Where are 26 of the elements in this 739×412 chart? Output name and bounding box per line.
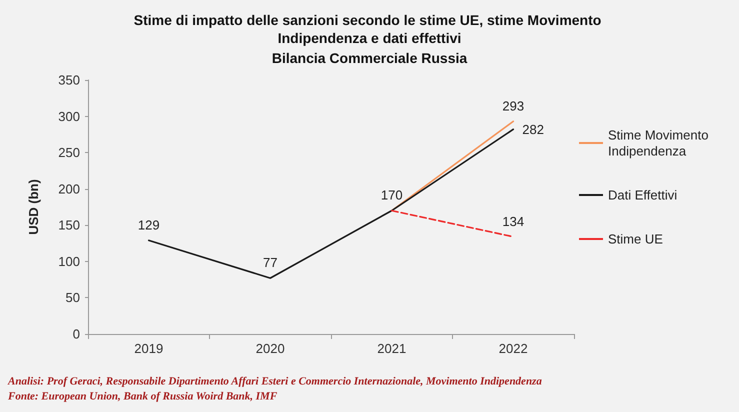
y-tick-label: 150: [58, 218, 80, 233]
chart-title: Stime di impatto delle sanzioni secondo le stime UE, stime Movimento Indipendenza e dati effettivi: [134, 12, 606, 46]
y-axis-title: USD (bn): [26, 179, 41, 235]
y-tick-label: 300: [58, 108, 80, 124]
y-tick-label: 250: [58, 145, 80, 160]
x-tick-label: 2022: [498, 341, 528, 356]
data-label: 134: [502, 214, 524, 229]
data-label: 282: [522, 122, 544, 137]
text: Analisi: Prof Geraci, Responsabile Dipartimento Affari Esteri e Commercio Internazionale, Movimento Indipendenza: [7, 376, 542, 388]
legend-label: Stime UE: [608, 232, 664, 246]
data-label: 77: [263, 255, 278, 270]
data-label: 170: [380, 188, 403, 203]
x-tick-label: 2019: [134, 341, 164, 356]
x-tick-label: 2020: [256, 341, 285, 356]
data-label: 129: [138, 217, 160, 232]
y-tick-label: 50: [66, 290, 80, 306]
legend-label: Dati Effettivi: [608, 188, 678, 202]
x-tick-label: 2021: [377, 341, 406, 356]
y-tick-label: 100: [58, 254, 80, 269]
data-label: 293: [502, 98, 524, 114]
y-tick-label: 200: [58, 181, 80, 196]
source-note: Fonte: European Union, Bank of Russia Woird Bank, IMF: [7, 390, 278, 402]
legend-label: Stime Movimento Indipendenza: [608, 128, 712, 158]
y-tick-label: 350: [58, 72, 80, 88]
chart-subtitle: Bilancia Commerciale Russia: [272, 50, 468, 66]
y-tick-label: 0: [72, 326, 80, 342]
